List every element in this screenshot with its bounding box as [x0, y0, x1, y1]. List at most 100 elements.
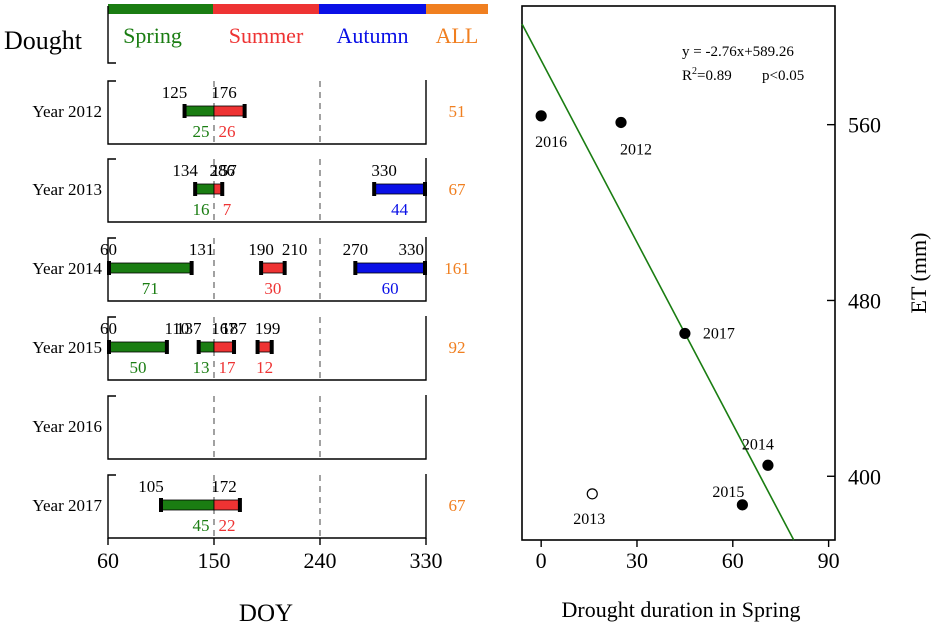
- drought-bar-spring: [184, 105, 215, 117]
- doy-mark: 210: [282, 240, 308, 259]
- chart-title: Dought: [4, 26, 83, 55]
- drought-timeline-panel: Spring Summer Autumn ALL Dought Year 2012 51…: [4, 4, 488, 627]
- bar-cap: [242, 104, 247, 118]
- scatter-x-label: Drought duration in Spring: [562, 597, 801, 622]
- duration-label: 22: [219, 516, 236, 535]
- season-label-summer: Summer: [229, 23, 304, 48]
- duration-label: 44: [391, 200, 409, 219]
- duration-label: 17: [219, 358, 237, 377]
- doy-mark: 60: [100, 319, 117, 338]
- scatter-point: [615, 116, 627, 129]
- row-total: 67: [449, 180, 467, 199]
- r2-exponent: 2: [692, 66, 697, 77]
- bar-cap: [189, 261, 194, 275]
- drought-bar-spring: [194, 183, 215, 195]
- scatter-point: [762, 459, 774, 471]
- bar-cap: [423, 182, 427, 196]
- doy-axis-label: DOY: [239, 600, 293, 627]
- scatter-point: [535, 110, 547, 122]
- row-label: Year 2015: [32, 338, 102, 357]
- bar-cap: [353, 261, 358, 275]
- duration-label: 30: [264, 279, 281, 298]
- bar-cap: [232, 340, 237, 354]
- row-label: Year 2012: [32, 102, 102, 121]
- r2-value: =0.89: [697, 68, 732, 84]
- doy-tick-label: 150: [198, 548, 231, 573]
- row-frame: [107, 158, 427, 223]
- drought-bar-summer: [213, 341, 235, 353]
- title-bracket: [107, 6, 116, 64]
- drought-bar-spring: [160, 499, 215, 511]
- drought-bar-summer: [260, 262, 286, 274]
- duration-label: 13: [193, 358, 210, 377]
- r2-symbol: R: [682, 68, 692, 84]
- doy-mark: 330: [399, 240, 425, 259]
- doy-axis: 60 150 240 330: [97, 538, 443, 573]
- row-total: 92: [449, 338, 466, 357]
- drought-bar-summer: [213, 499, 241, 511]
- bar-cap: [164, 340, 169, 354]
- point-label: 2017: [703, 325, 735, 342]
- duration-label: 12: [256, 358, 273, 377]
- bar-cap: [182, 104, 187, 118]
- doy-tick-label: 330: [410, 548, 443, 573]
- scatter-y-label: ET (mm): [906, 233, 931, 314]
- scatter-point: [679, 327, 691, 340]
- scatter-x-tick-label: 90: [818, 548, 840, 573]
- season-label-spring: Spring: [123, 23, 182, 48]
- drought-bar-spring: [108, 341, 168, 353]
- drought-bar-autumn: [354, 262, 426, 274]
- year-row: Year 2017 67 45 22 105 172: [32, 474, 467, 539]
- bar-cap: [259, 261, 264, 275]
- doy-mark: 60: [100, 240, 117, 259]
- duration-label: 45: [193, 516, 210, 535]
- drought-bar-summer: [213, 105, 246, 117]
- season-label-all: ALL: [436, 23, 479, 48]
- season-label-autumn: Autumn: [336, 23, 408, 48]
- duration-label: 7: [223, 200, 232, 219]
- scatter-point: [736, 499, 748, 511]
- p-value-annotation: p<0.05: [762, 68, 804, 84]
- doy-mark: 157: [211, 161, 237, 180]
- regression-line: [521, 23, 795, 541]
- season-bar-autumn: [319, 4, 426, 14]
- row-total: 51: [449, 102, 466, 121]
- doy-mark: 125: [162, 83, 188, 102]
- doy-mark: 134: [172, 161, 198, 180]
- bar-cap: [193, 182, 198, 196]
- doy-mark: 187: [221, 319, 247, 338]
- row-label: Year 2016: [32, 417, 102, 436]
- doy-mark: 105: [138, 477, 164, 496]
- point-label: 2012: [620, 141, 652, 158]
- row-frame: [107, 80, 427, 145]
- season-header: Spring Summer Autumn ALL: [108, 4, 488, 48]
- point-label: 2013: [573, 511, 605, 528]
- drought-bar-spring: [108, 262, 193, 274]
- year-row: Year 2012 51 25 26 125 176: [32, 80, 466, 145]
- duration-label: 71: [142, 279, 159, 298]
- bar-cap: [237, 498, 242, 512]
- doy-mark: 131: [189, 240, 215, 259]
- drought-bar-autumn: [373, 183, 426, 195]
- row-frame: [107, 316, 427, 381]
- row-frame: [107, 395, 427, 460]
- season-bar-summer: [213, 4, 319, 14]
- doy-mark: 190: [248, 240, 274, 259]
- bar-cap: [220, 182, 225, 196]
- bar-cap: [159, 498, 163, 512]
- doy-mark: 270: [343, 240, 369, 259]
- row-total: 67: [449, 496, 467, 515]
- row-label: Year 2017: [32, 496, 102, 515]
- point-label: 2016: [535, 134, 567, 151]
- bar-cap: [196, 340, 201, 354]
- drought-bar-spring: [198, 341, 215, 353]
- regression-equation: y = -2.76x+589.26: [682, 44, 794, 60]
- bar-cap: [423, 261, 427, 275]
- bar-cap: [107, 261, 111, 275]
- year-row: Year 2014 161 71 30 60 60 131 190 210 270 330: [32, 237, 470, 302]
- bar-cap: [269, 340, 274, 354]
- point-label: 2015: [712, 484, 744, 501]
